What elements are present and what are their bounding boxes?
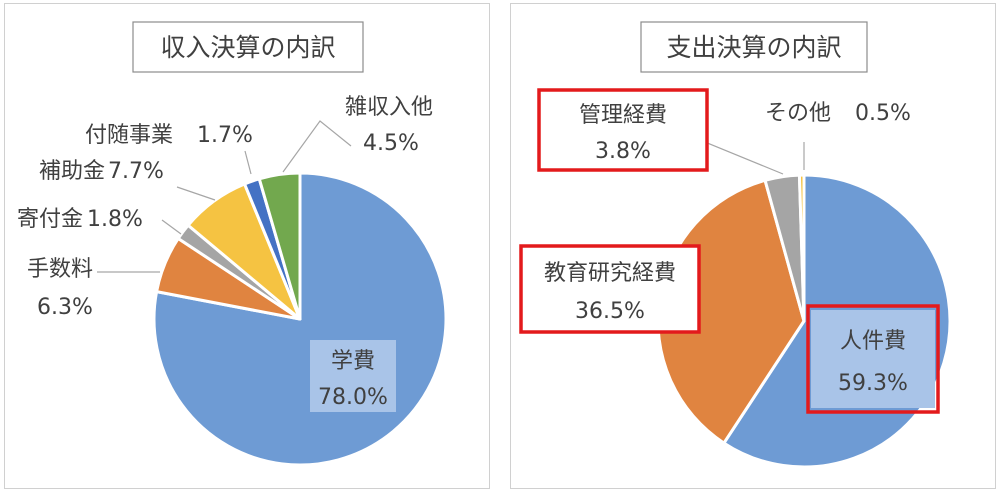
highlight-box-education xyxy=(519,244,701,334)
label-education-name: 教育研究経費 xyxy=(544,261,676,286)
leader-line-ancillary xyxy=(244,150,252,175)
label-ancillary-name: 付随事業 xyxy=(85,123,173,148)
pie-slice-misc-income xyxy=(257,171,302,321)
label-misc-value: 4.5% xyxy=(363,131,419,156)
label-bg-tuition xyxy=(310,340,396,412)
label-admin-name: 管理経費 xyxy=(579,103,667,128)
label-other-value: 0.5% xyxy=(855,101,911,126)
expense-title-box xyxy=(640,21,868,73)
label-misc-name: 雑収入他 xyxy=(345,95,433,120)
leader-line-donation xyxy=(161,219,182,235)
income-title-box xyxy=(132,21,364,73)
label-other-name: その他 xyxy=(765,101,831,126)
label-bg-personnel xyxy=(811,310,935,408)
label-subsidy-value: 7.7% xyxy=(108,159,164,184)
label-fees-name: 手数料 xyxy=(27,257,93,282)
label-donation-name: 寄付金 xyxy=(17,207,83,232)
label-tuition-name: 学費 xyxy=(331,349,375,374)
label-admin-value: 3.8% xyxy=(595,139,651,164)
expense-pie-chart: 支出決算の内訳 人件費 59.3% 教育研究経費 36.5% 管理経費 3.8%… xyxy=(519,21,952,469)
label-tuition-value: 78.0% xyxy=(318,385,388,410)
leader-line-subsidy xyxy=(176,186,216,201)
highlight-box-personnel xyxy=(806,304,940,414)
label-personnel-value: 59.3% xyxy=(838,371,908,396)
income-chart-title: 収入決算の内訳 xyxy=(160,33,335,62)
label-education-value: 36.5% xyxy=(575,299,645,324)
income-pie-chart: 収入決算の内訳 学費 78.0% 雑収入他 4.5% 付随事業 1.7% 補助金… xyxy=(17,21,448,467)
label-personnel-name: 人件費 xyxy=(840,329,906,354)
income-chart-panel: 収入決算の内訳 学費 78.0% 雑収入他 4.5% 付随事業 1.7% 補助金… xyxy=(4,3,490,489)
leader-line-misc-income xyxy=(282,120,352,173)
highlight-box-admin xyxy=(537,88,709,172)
pie-slice-other xyxy=(797,173,806,323)
label-ancillary-value: 1.7% xyxy=(197,123,253,148)
label-subsidy-name: 補助金 xyxy=(39,159,105,184)
label-fees-value: 6.3% xyxy=(37,295,93,320)
expense-chart-title: 支出決算の内訳 xyxy=(666,33,841,62)
label-donation-value: 1.8% xyxy=(87,207,143,232)
expense-chart-panel: 支出決算の内訳 人件費 59.3% 教育研究経費 36.5% 管理経費 3.8%… xyxy=(510,3,996,489)
